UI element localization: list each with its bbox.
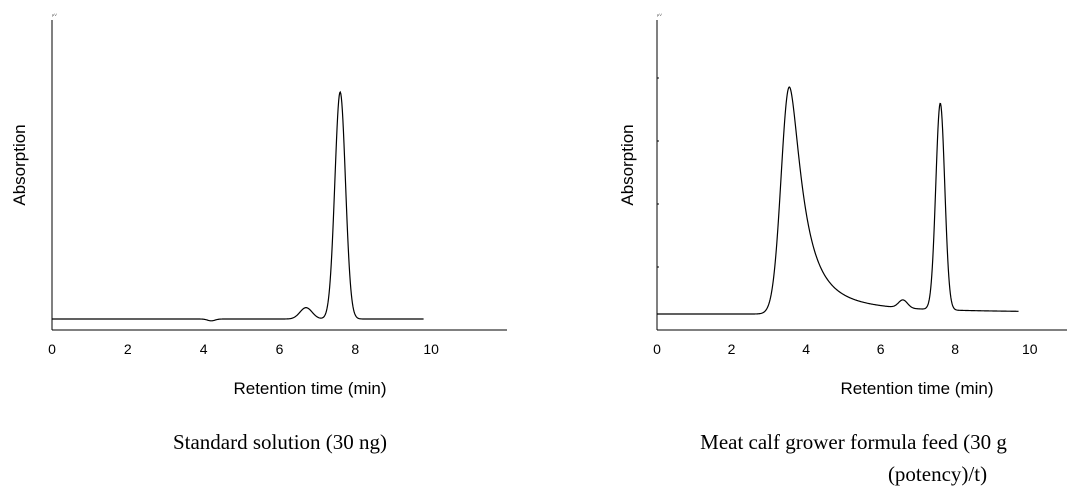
y-axis-label: Absorption	[618, 124, 637, 205]
unit-label: μV	[52, 12, 57, 17]
caption-line-1: Meat calf grower formula feed (30 g	[700, 430, 1007, 454]
chromatogram-feed-sample: μV 0 2 4 6 8 10 Retention time (min) Absorpti…	[618, 12, 1067, 398]
axes: 0 2 4 6 8 10	[653, 20, 1067, 357]
axes: 0 2 4 6 8 10	[48, 20, 507, 357]
caption-line-2: (potency)/t)	[887, 462, 988, 486]
x-tick-label: 4	[200, 341, 208, 357]
x-tick-label: 2	[728, 341, 736, 357]
x-axis-label: Retention time (min)	[840, 379, 993, 398]
x-tick-label: 8	[951, 341, 959, 357]
y-axis-label: Absorption	[10, 124, 29, 205]
caption-standard: Standard solution (30 ng)	[172, 430, 388, 454]
chromatogram-standard: μV 0 2 4 6 8 10 Retention time (min) Absorpti…	[10, 12, 507, 398]
x-tick-label: 10	[423, 341, 439, 357]
x-tick-label: 0	[48, 341, 56, 357]
chromatogram-trace	[52, 90, 424, 322]
caption-feed-sample: Meat calf grower formula feed (30 g (pot…	[620, 426, 1087, 490]
x-tick-label: 4	[802, 341, 810, 357]
x-tick-label: 0	[653, 341, 661, 357]
x-tick-label: 6	[276, 341, 284, 357]
chromatogram-trace	[657, 86, 1019, 315]
unit-label: μV	[657, 12, 662, 17]
x-tick-label: 10	[1022, 341, 1038, 357]
x-axis-label: Retention time (min)	[233, 379, 386, 398]
x-tick-label: 6	[877, 341, 885, 357]
x-tick-label: 8	[351, 341, 359, 357]
x-tick-label: 2	[124, 341, 132, 357]
